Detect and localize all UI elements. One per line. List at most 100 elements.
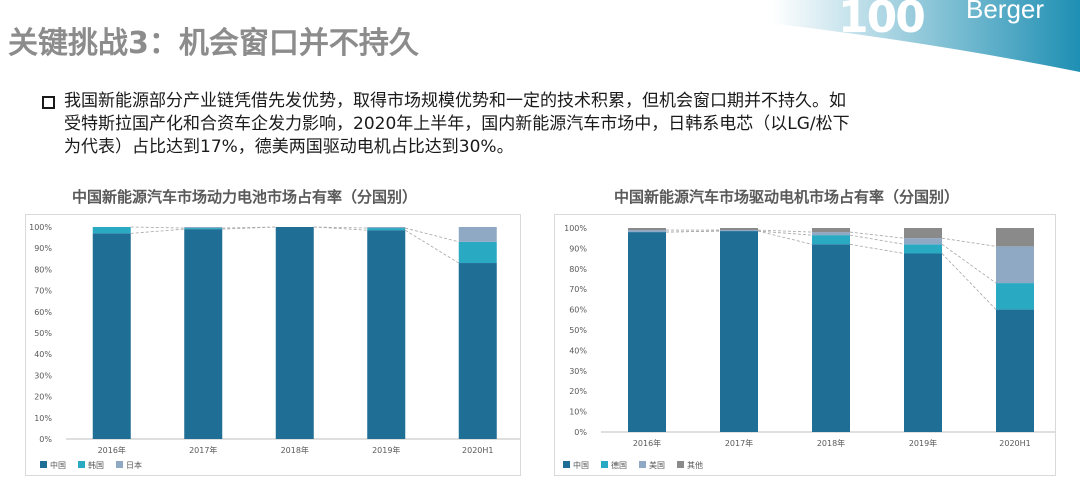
y-tick-label: 70% xyxy=(569,285,587,294)
legend-swatch xyxy=(601,461,608,468)
y-tick-label: 20% xyxy=(569,387,587,396)
bar-segment xyxy=(458,263,497,439)
bar-segment xyxy=(996,246,1034,284)
y-tick-label: 10% xyxy=(569,408,587,417)
y-tick-label: 40% xyxy=(569,346,587,355)
battery-chart-title: 中国新能源汽车市场动力电池市场占有率（分国别） xyxy=(72,188,418,206)
y-tick-label: 10% xyxy=(34,414,52,423)
legend-label: 德国 xyxy=(611,460,627,470)
series-connector-line xyxy=(941,253,997,310)
series-connector-line xyxy=(941,243,997,284)
bar-segment xyxy=(628,232,666,432)
bar-segment xyxy=(996,228,1034,247)
series-connector-line xyxy=(405,229,459,264)
series-connector-line xyxy=(849,234,905,245)
x-tick-label: 2019年 xyxy=(372,445,400,455)
y-tick-label: 40% xyxy=(34,350,52,359)
bar-segment xyxy=(904,244,942,254)
legend-swatch xyxy=(563,461,570,468)
y-tick-label: 0% xyxy=(39,435,52,444)
y-tick-label: 30% xyxy=(569,367,587,376)
legend-label: 中国 xyxy=(50,460,66,470)
battery-chart-frame: 0% 10% 20% 30% 40% 50% 60% 70% 80% 90% 100% 2016年 20… xyxy=(25,214,524,476)
x-tick-label: 2019年 xyxy=(909,438,937,448)
legend-label: 韩国 xyxy=(88,460,104,470)
x-tick-label: 2017年 xyxy=(725,438,753,448)
legend-label: 美国 xyxy=(649,460,665,470)
bar-segment xyxy=(184,228,223,230)
legend-label: 其他 xyxy=(687,460,703,470)
bar-segment xyxy=(628,230,666,233)
body-line-1: 我国新能源部分产业链凭借先发优势，取得市场规模优势和一定的技术积累，但机会窗口期… xyxy=(64,91,846,111)
x-tick-label: 2017年 xyxy=(189,445,217,455)
brand-name: Berger xyxy=(966,0,1045,24)
y-tick-label: 50% xyxy=(34,329,52,338)
series-connector-line xyxy=(757,229,813,233)
series-connector-line xyxy=(130,226,185,229)
legend-swatch xyxy=(40,461,47,468)
legend-label: 中国 xyxy=(573,460,589,470)
motor-chart-frame: 0% 10% 20% 30% 40% 50% 60% 70% 80% 90% 100% 2016年 20… xyxy=(554,214,1061,476)
bar-segment xyxy=(904,228,942,239)
bar-segment xyxy=(275,227,314,439)
bar-segment xyxy=(458,241,497,264)
series-connector-line xyxy=(222,226,276,230)
y-tick-label: 70% xyxy=(34,287,52,296)
bar-segment xyxy=(996,283,1034,310)
y-tick-label: 90% xyxy=(569,244,587,253)
bar-segment xyxy=(628,228,666,231)
motor-share-chart: 0% 10% 20% 30% 40% 50% 60% 70% 80% 90% 100% 2016年 20… xyxy=(563,224,1061,470)
bar-segment xyxy=(812,235,850,245)
x-tick-label: 2018年 xyxy=(817,438,845,448)
legend-swatch xyxy=(639,461,646,468)
bar-segment xyxy=(812,244,850,432)
bar-segment xyxy=(904,253,942,432)
y-tick-label: 0% xyxy=(574,428,587,437)
body-line-2: 受特斯拉国产化和合资车企发力影响，2020年上半年，国内新能源汽车市场中，日韩系… xyxy=(64,114,850,134)
series-connector-line xyxy=(313,226,368,229)
y-tick-label: 100% xyxy=(29,223,52,232)
x-tick-label: 2020H1 xyxy=(462,446,493,455)
legend-swatch xyxy=(116,461,123,468)
legend-swatch xyxy=(677,461,684,468)
series-connector-line xyxy=(130,228,185,234)
series-connector-line xyxy=(757,230,813,236)
series-connector-line xyxy=(222,226,276,229)
bar-segment xyxy=(996,309,1034,432)
legend-swatch xyxy=(78,461,85,468)
bar-segment xyxy=(367,228,406,231)
page-title: 关键挑战3：机会窗口并不持久 xyxy=(8,26,419,61)
body-line-3: 为代表）占比达到17%，德美两国驱动电机占比达到30%。 xyxy=(64,137,514,157)
y-tick-label: 30% xyxy=(34,371,52,380)
series-connector-line xyxy=(313,226,368,231)
bar-segment xyxy=(720,231,758,432)
y-tick-label: 80% xyxy=(569,265,587,274)
x-tick-label: 2016年 xyxy=(98,445,126,455)
header-brand-band xyxy=(520,0,1080,72)
battery-share-chart: 0% 10% 20% 30% 40% 50% 60% 70% 80% 90% 100% 2016年 20… xyxy=(29,223,524,470)
legend-label: 日本 xyxy=(126,460,142,470)
y-tick-label: 90% xyxy=(34,244,52,253)
y-tick-label: 20% xyxy=(34,393,52,402)
y-tick-label: 60% xyxy=(569,306,587,315)
series-connector-line xyxy=(849,243,905,254)
motor-chart-title: 中国新能源汽车市场驱动电机市场占有率（分国别） xyxy=(614,188,960,206)
x-tick-label: 2018年 xyxy=(281,445,309,455)
brand-logo-mark: 100 xyxy=(838,0,926,43)
x-tick-label: 2020H1 xyxy=(999,439,1030,448)
bar-segment xyxy=(720,230,758,232)
bar-segment xyxy=(812,232,850,236)
series-connector-line xyxy=(665,230,721,233)
series-connector-line xyxy=(405,227,459,243)
x-tick-label: 2016年 xyxy=(633,438,661,448)
y-tick-label: 60% xyxy=(34,308,52,317)
y-tick-label: 100% xyxy=(564,224,587,233)
bar-segment xyxy=(904,238,942,245)
series-connector-line xyxy=(849,231,905,239)
bar-segment xyxy=(720,228,758,231)
series-connector-line xyxy=(757,230,813,245)
bar-segment xyxy=(184,229,223,439)
bar-segment xyxy=(92,233,131,439)
bar-segment xyxy=(92,227,131,234)
bar-segment xyxy=(367,227,406,229)
